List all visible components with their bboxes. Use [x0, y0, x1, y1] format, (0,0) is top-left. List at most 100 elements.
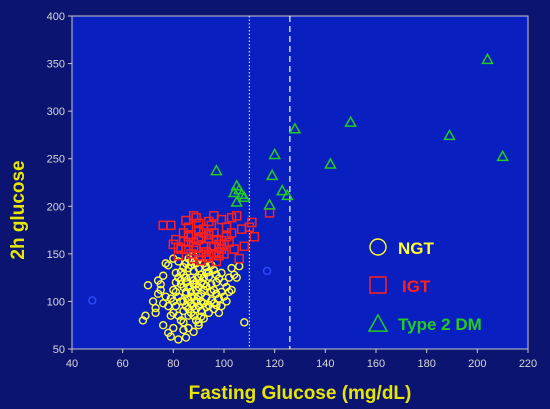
data-point: [324, 157, 337, 169]
data-point: [143, 281, 153, 290]
data-point: [168, 239, 179, 250]
data-point: [210, 164, 223, 176]
data-point: [227, 185, 241, 198]
data-point: [194, 321, 203, 330]
data-point: [184, 311, 193, 320]
data-point: [199, 280, 208, 289]
data-point: [171, 287, 181, 297]
legend-label: NGT: [398, 239, 435, 258]
data-point: [209, 265, 219, 275]
data-point: [209, 299, 219, 308]
data-point: [153, 276, 163, 285]
data-point: [181, 215, 191, 226]
data-point: [217, 268, 226, 278]
data-point: [156, 285, 165, 295]
legend-marker: [369, 276, 387, 294]
data-point: [179, 318, 188, 327]
data-point: [229, 244, 239, 254]
data-point: [237, 190, 251, 203]
data-point: [186, 292, 196, 301]
data-point: [212, 278, 221, 287]
data-point: [226, 228, 237, 238]
y-tick-label: 350: [47, 59, 65, 71]
data-point: [174, 335, 183, 344]
data-point: [179, 306, 188, 316]
data-point: [231, 211, 242, 221]
data-point: [221, 222, 232, 232]
data-point: [224, 287, 234, 297]
data-point: [204, 216, 214, 227]
data-point: [181, 333, 191, 342]
data-point: [247, 217, 257, 228]
data-point: [234, 253, 244, 264]
y-tick-label: 250: [47, 154, 65, 166]
data-point: [244, 222, 255, 232]
data-point: [158, 271, 168, 280]
data-point: [232, 273, 241, 282]
data-point: [174, 292, 183, 301]
data-point: [193, 225, 204, 235]
data-point: [204, 233, 214, 244]
y-tick-label: 200: [47, 201, 65, 213]
data-point: [265, 168, 279, 181]
data-point: [211, 256, 222, 267]
data-point: [183, 231, 194, 242]
legend-item: NGT: [369, 238, 435, 258]
data-point: [169, 297, 178, 306]
x-tick-label: 200: [468, 358, 486, 370]
data-point: [202, 302, 211, 312]
data-point: [240, 318, 249, 327]
data-point: [191, 304, 201, 314]
data-point: [214, 247, 224, 257]
x-tick-label: 140: [316, 358, 334, 370]
data-point: [151, 303, 160, 313]
reference-lines: [248, 16, 291, 349]
y-axis-ticks: 50 100 150 200 250 300 350 400: [47, 11, 72, 356]
data-point: [173, 242, 184, 252]
legend-marker: [369, 238, 387, 256]
data-point: [268, 147, 281, 160]
data-point: [171, 278, 181, 287]
data-point: [202, 262, 211, 272]
data-point: [188, 241, 199, 251]
data-point: [164, 261, 173, 270]
data-point: [219, 249, 229, 259]
data-point: [198, 247, 209, 257]
data-point: [196, 289, 206, 299]
data-point: [230, 195, 243, 207]
y-axis-title: 2h glucose: [8, 160, 29, 259]
legend-item: Type 2 DM: [367, 313, 482, 334]
legend: NGT IGT Type 2 DM: [367, 238, 482, 334]
data-point: [219, 292, 229, 301]
data-point: [214, 308, 224, 318]
data-point: [344, 115, 357, 127]
data-point: [281, 188, 294, 201]
data-point: [188, 211, 199, 221]
data-point: [212, 289, 221, 299]
data-point: [481, 52, 494, 65]
data-point: [158, 321, 168, 330]
data-point: [216, 214, 227, 225]
data-point: [226, 212, 237, 223]
data-point: [176, 280, 186, 289]
data-point: [249, 231, 260, 242]
data-point: [189, 327, 198, 337]
data-point: [262, 266, 272, 276]
data-points: [88, 52, 509, 344]
y-tick-label: 100: [47, 296, 65, 308]
data-point: [186, 287, 196, 297]
data-point: [166, 220, 176, 231]
data-point: [174, 257, 183, 266]
y-tick-label: 150: [47, 249, 65, 261]
data-point: [179, 297, 188, 306]
x-tick-label: 40: [66, 358, 78, 370]
data-point: [227, 263, 236, 273]
data-point: [288, 122, 302, 134]
data-point: [209, 228, 219, 238]
series-type-2-dm: [210, 52, 509, 210]
y-tick-label: 300: [47, 106, 65, 118]
data-point: [166, 311, 176, 320]
data-point: [189, 280, 198, 289]
x-tick-label: 80: [167, 358, 179, 370]
